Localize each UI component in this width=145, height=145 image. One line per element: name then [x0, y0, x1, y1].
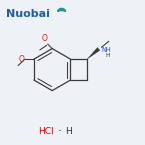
Text: HCl: HCl: [38, 127, 54, 136]
Text: ·: ·: [58, 125, 61, 138]
Text: O: O: [19, 55, 25, 64]
Text: H: H: [65, 127, 71, 136]
Text: H: H: [105, 53, 110, 58]
Polygon shape: [87, 48, 100, 59]
Text: O: O: [41, 35, 47, 44]
Text: Nuobai: Nuobai: [6, 9, 50, 19]
Polygon shape: [58, 8, 66, 12]
Text: NH: NH: [101, 47, 111, 53]
